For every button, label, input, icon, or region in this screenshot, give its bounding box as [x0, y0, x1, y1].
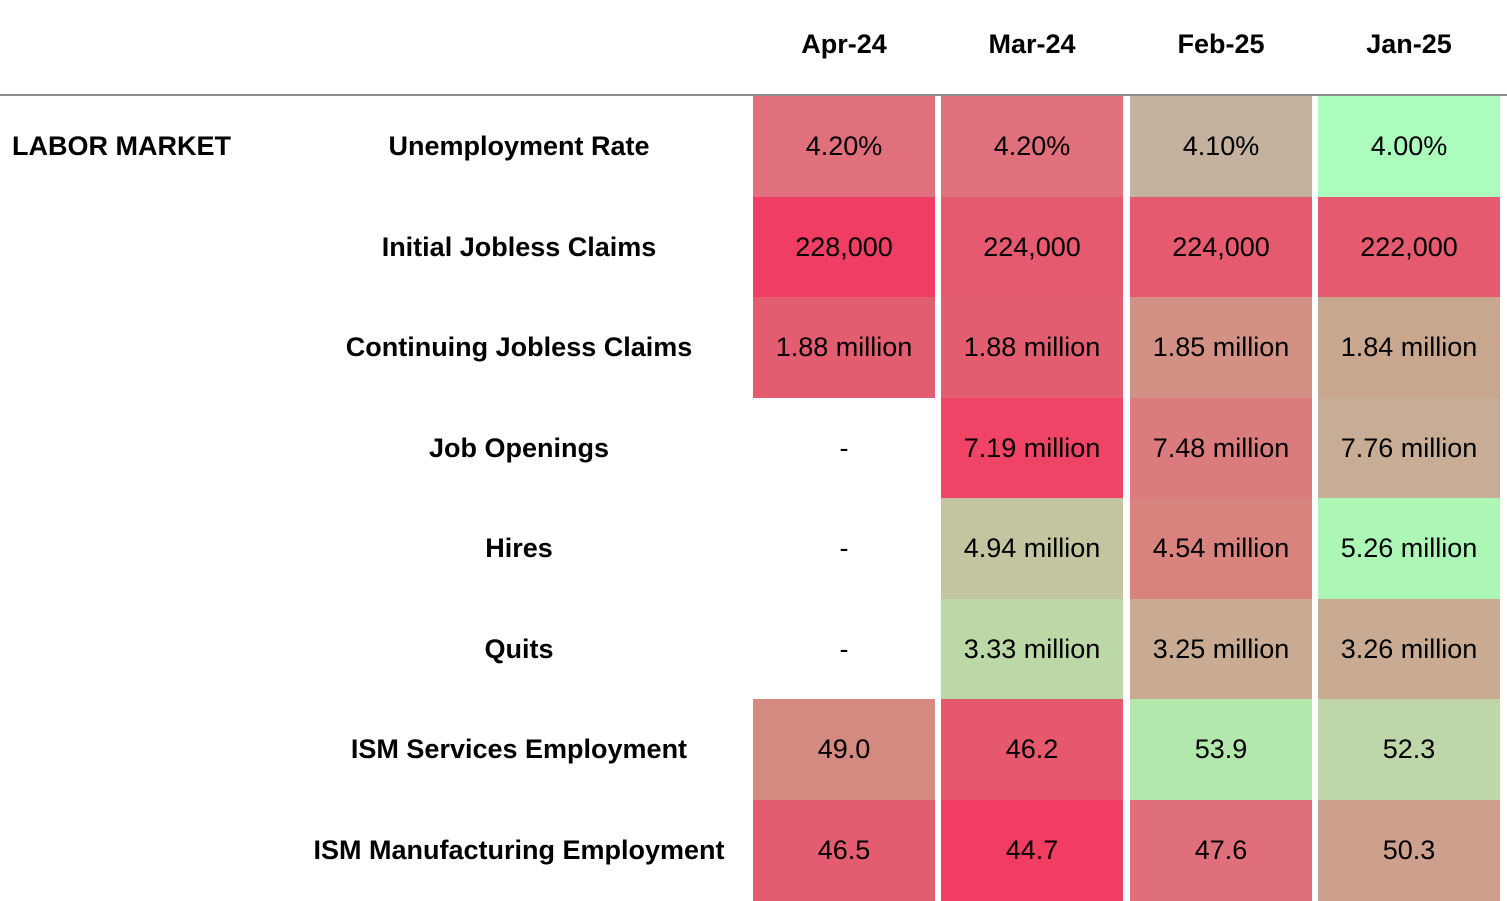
table-cell: 46.5 — [753, 800, 935, 901]
table-cell: 7.19 million — [941, 398, 1123, 499]
row-label: Quits — [484, 633, 554, 664]
row-label: Initial Jobless Claims — [381, 231, 657, 262]
table-cell: 4.54 million — [1130, 498, 1312, 599]
table-cell: 224,000 — [941, 197, 1123, 298]
column-header: Mar-24 — [988, 28, 1076, 59]
row-label: Unemployment Rate — [388, 130, 650, 161]
table-cell: 1.88 million — [941, 297, 1123, 398]
table-cell: 50.3 — [1318, 800, 1500, 901]
table-cell: 3.26 million — [1318, 599, 1500, 700]
table-cell: 44.7 — [941, 800, 1123, 901]
table-cell: 49.0 — [753, 699, 935, 800]
row-label: ISM Manufacturing Employment — [313, 834, 725, 865]
table-cell: 4.20% — [941, 96, 1123, 197]
column-header: Apr-24 — [801, 28, 887, 59]
table-cell: - — [839, 533, 849, 563]
header-row: Apr-24 Mar-24 Feb-25 Jan-25 — [0, 0, 1507, 94]
table-cell: 4.20% — [753, 96, 935, 197]
section-label: LABOR MARKET — [12, 130, 231, 161]
table-cell: 52.3 — [1318, 699, 1500, 800]
table-cell: 4.00% — [1318, 96, 1500, 197]
table-cell: 7.76 million — [1318, 398, 1500, 499]
table-cell: 4.94 million — [941, 498, 1123, 599]
table-cell: - — [839, 634, 849, 664]
table-cell: 1.85 million — [1130, 297, 1312, 398]
row-label: Job Openings — [428, 432, 609, 463]
row-label: ISM Services Employment — [350, 733, 688, 764]
table-cell: 4.10% — [1130, 96, 1312, 197]
row-label: Hires — [485, 532, 553, 563]
table-cell: 3.25 million — [1130, 599, 1312, 700]
table-cell: 5.26 million — [1318, 498, 1500, 599]
table-cell: 228,000 — [753, 197, 935, 298]
table-cell: 224,000 — [1130, 197, 1312, 298]
table-cell: 47.6 — [1130, 800, 1312, 901]
table-cell: - — [839, 433, 849, 463]
column-header: Feb-25 — [1177, 28, 1265, 59]
column-header: Jan-25 — [1366, 28, 1452, 59]
table-cell: 1.84 million — [1318, 297, 1500, 398]
table-cell: 3.33 million — [941, 599, 1123, 700]
table-cell: 7.48 million — [1130, 398, 1312, 499]
table-cell: 53.9 — [1130, 699, 1312, 800]
table-cell: 1.88 million — [753, 297, 935, 398]
header-divider — [0, 94, 1507, 96]
table-cell: 222,000 — [1318, 197, 1500, 298]
table-cell: 46.2 — [941, 699, 1123, 800]
row-label: Continuing Jobless Claims — [345, 331, 693, 362]
